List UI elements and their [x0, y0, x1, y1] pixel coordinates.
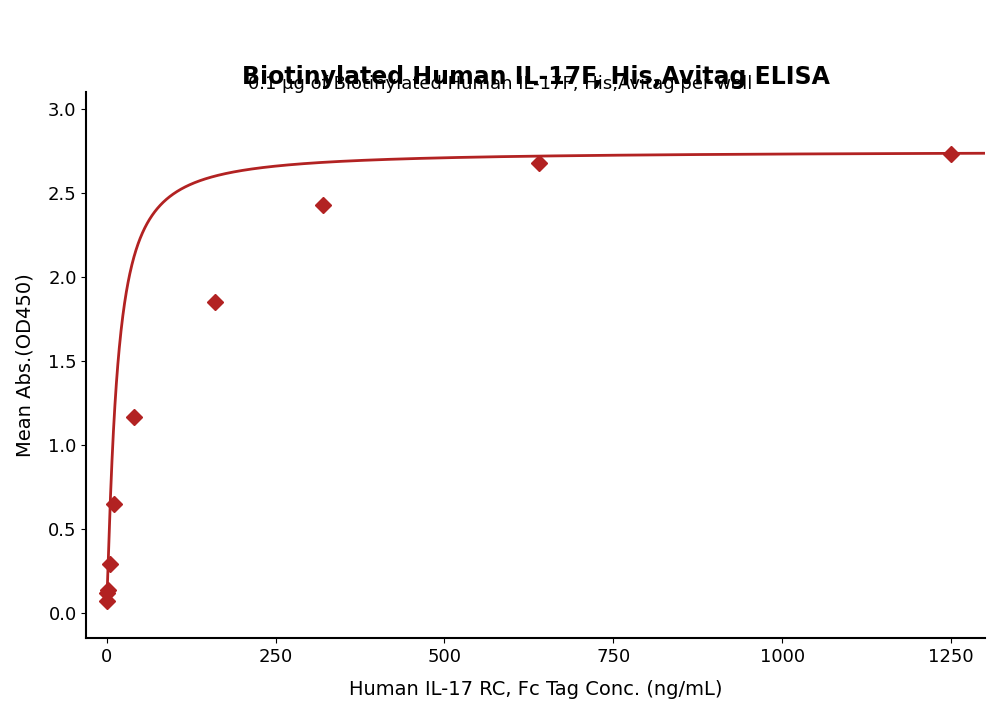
Text: 0.1 μg of Biotinylated Human IL-17F, His,Avitag per well: 0.1 μg of Biotinylated Human IL-17F, His… — [248, 75, 752, 93]
X-axis label: Human IL-17 RC, Fc Tag Conc. (ng/mL): Human IL-17 RC, Fc Tag Conc. (ng/mL) — [349, 680, 722, 699]
Title: Biotinylated Human IL-17F, His,Avitag ELISA: Biotinylated Human IL-17F, His,Avitag EL… — [242, 65, 830, 89]
Y-axis label: Mean Abs.(OD450): Mean Abs.(OD450) — [15, 273, 34, 457]
